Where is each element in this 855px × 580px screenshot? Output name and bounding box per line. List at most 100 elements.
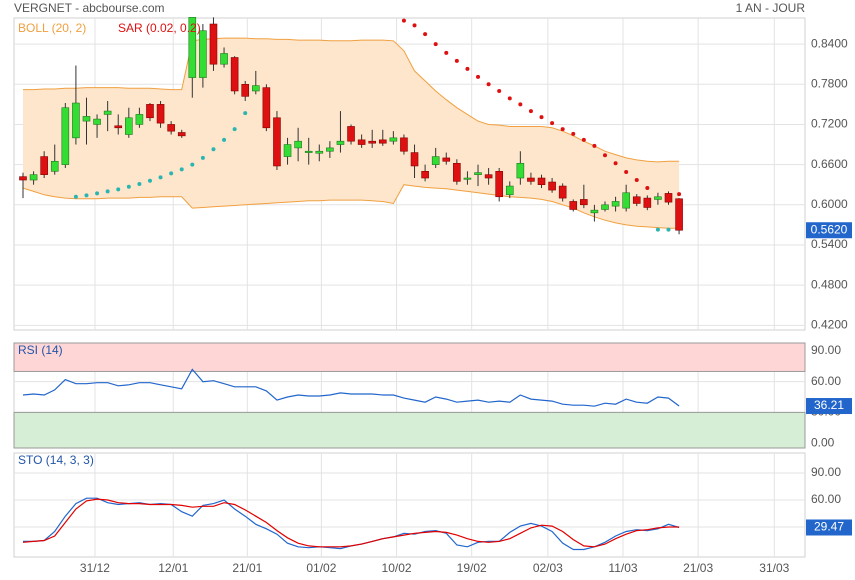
sar-dot: [571, 131, 576, 136]
y-tick-label: 0.7200: [811, 117, 848, 131]
sar-dot: [550, 121, 555, 126]
sar-dot: [105, 189, 110, 194]
indicator-line: [22, 498, 680, 548]
candle-body: [273, 117, 281, 167]
candle-body: [61, 107, 70, 165]
indicator-line: [22, 368, 680, 407]
x-tick-label: 19/02: [457, 561, 487, 575]
y-tick-label: 90.00: [811, 465, 841, 479]
x-tick-label: 01/02: [306, 561, 336, 575]
x-tick-label: 12/01: [158, 561, 188, 575]
candle-body: [50, 160, 59, 172]
sar-dot: [465, 66, 470, 71]
candle-body: [93, 118, 101, 125]
last-value-label: 29.47: [814, 520, 844, 534]
panel-frame: [13, 17, 806, 331]
sar-dot: [243, 111, 248, 116]
candle-body: [421, 171, 429, 179]
candle-body: [611, 201, 620, 207]
sar-dot: [634, 178, 639, 183]
sar-dot: [73, 194, 78, 199]
chart-title: VERGNET - abcbourse.com: [14, 1, 165, 15]
y-tick-label: 0.7800: [811, 76, 848, 90]
candle-body: [453, 162, 461, 182]
candle-body: [463, 177, 472, 180]
candle-body: [241, 83, 250, 97]
candle-body: [262, 87, 271, 129]
candle-body: [378, 139, 387, 144]
sar-dot: [158, 175, 163, 180]
sar-dot: [412, 23, 417, 28]
y-tick-label: 0.8400: [811, 36, 848, 50]
candle-body: [336, 140, 345, 145]
sar-dot: [560, 127, 565, 132]
sar-dot: [179, 167, 184, 172]
candle-body: [410, 152, 419, 167]
x-tick-label: 21/01: [232, 561, 262, 575]
y-tick-label: 0.5400: [811, 237, 848, 251]
sar-dot: [444, 50, 449, 55]
candle-body: [294, 140, 302, 149]
candle-body: [357, 139, 366, 145]
y-tick-label: 0.6600: [811, 157, 848, 171]
candle-body: [675, 198, 683, 231]
sar-dot: [200, 155, 205, 160]
candle-body: [199, 30, 207, 78]
x-tick-label: 10/02: [382, 561, 412, 575]
sar-dot: [454, 58, 459, 63]
candle-body: [548, 181, 556, 191]
last-value-box: [806, 222, 852, 239]
indicator-line: [23, 497, 680, 551]
sar-dot: [507, 96, 512, 101]
candle-body: [527, 177, 535, 182]
sar-dot: [84, 193, 89, 198]
oversold-zone: [13, 411, 806, 449]
sar-dot: [476, 74, 481, 79]
x-tick-label: 21/03: [683, 561, 713, 575]
candle-body: [82, 116, 91, 122]
sar-dot: [486, 82, 491, 87]
sar-dot: [169, 171, 174, 176]
x-tick-label: 31/03: [759, 561, 789, 575]
last-value-box: [806, 519, 852, 536]
y-tick-label: 0.4200: [811, 317, 848, 331]
legend-sar: SAR (0.02, 0.2): [118, 21, 201, 35]
candle-body: [654, 196, 662, 200]
candle-body: [484, 174, 493, 179]
sar-dot: [645, 186, 650, 191]
sar-dot: [592, 143, 597, 148]
candle-body: [389, 137, 398, 142]
sar-dot: [137, 182, 142, 187]
candle-body: [125, 117, 133, 135]
candle-body: [632, 196, 641, 204]
candle-body: [400, 137, 408, 152]
y-tick-label: 0.6000: [811, 197, 848, 211]
candle-body: [230, 57, 239, 92]
sar-dot: [222, 137, 227, 142]
panel-frame: [13, 452, 806, 558]
sar-dot: [190, 162, 195, 167]
candle-body: [29, 174, 38, 181]
sar-dot: [624, 169, 629, 174]
last-value-label: 0.5620: [811, 222, 848, 236]
candle-body: [326, 147, 334, 152]
candle-body: [558, 185, 567, 199]
candle-body: [103, 110, 112, 115]
candle-body: [19, 176, 27, 181]
panel-title: STO (14, 3, 3): [18, 453, 94, 467]
candle-body: [72, 102, 80, 139]
candle-body: [664, 193, 673, 203]
sar-dot: [116, 187, 121, 192]
candle-body: [114, 125, 123, 129]
candle-body: [569, 201, 578, 210]
candle-body: [442, 157, 451, 162]
candle-body: [643, 197, 652, 208]
sar-dot: [613, 161, 618, 166]
candle-body: [220, 53, 228, 65]
sar-dot: [95, 191, 100, 196]
candle-body: [304, 150, 313, 153]
candle-body: [590, 209, 599, 214]
candle-body: [347, 126, 355, 142]
panel-title: RSI (14): [18, 343, 63, 357]
